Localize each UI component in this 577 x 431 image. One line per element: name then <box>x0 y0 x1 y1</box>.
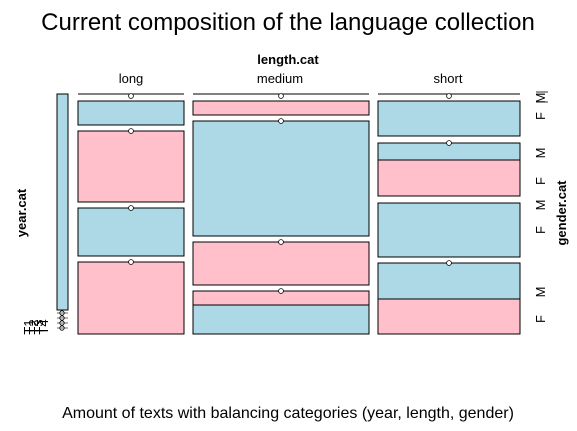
left-variable-label: year.cat <box>14 188 29 237</box>
cell-long-1 <box>77 130 185 203</box>
gender-label-2: M <box>533 148 548 159</box>
year-label-3: T4 <box>36 319 51 334</box>
cell-short-2 <box>377 159 521 197</box>
zero-marker-short-0 <box>446 93 452 99</box>
cell-short-0 <box>377 100 521 137</box>
zero-marker-medium-3 <box>278 288 284 294</box>
gender-label-4: M <box>533 200 548 211</box>
zero-marker-long-3 <box>128 259 134 265</box>
year-label-0: T1 <box>21 319 36 334</box>
zero-marker-long-2 <box>128 205 134 211</box>
gender-label-7: F <box>533 315 548 323</box>
chart-caption: Amount of texts with balancing categorie… <box>62 405 514 422</box>
cell-short-3 <box>377 202 521 258</box>
cell-short-5 <box>377 298 521 335</box>
cell-medium-1 <box>192 120 370 237</box>
chart-title: Current composition of the language coll… <box>41 9 535 36</box>
top-variable-label: length.cat <box>257 52 319 67</box>
cell-medium-2 <box>192 241 370 286</box>
zero-marker-long-1 <box>128 128 134 134</box>
zero-marker-medium-2 <box>278 239 284 245</box>
right-variable-label: gender.cat <box>554 180 569 246</box>
column-label-long: long <box>119 71 144 86</box>
column-label-short: short <box>434 71 463 86</box>
zero-marker-medium-0 <box>278 93 284 99</box>
gender-label-5: F <box>533 226 548 234</box>
year-strip <box>56 93 69 331</box>
cell-short-4 <box>377 262 521 300</box>
zero-marker-short-2 <box>446 260 452 266</box>
zero-marker-medium-1 <box>278 118 284 124</box>
gender-label-1: F <box>533 112 548 120</box>
year-strip-bar <box>56 93 69 311</box>
gender-label-0: M <box>533 93 548 104</box>
column-label-medium: medium <box>257 71 303 86</box>
zero-marker-long-0 <box>128 93 134 99</box>
cell-medium-4 <box>192 304 370 335</box>
cell-long-0 <box>77 100 185 126</box>
gender-label-3: F <box>533 177 548 185</box>
cell-long-3 <box>77 261 185 335</box>
mosaic-cells <box>77 93 521 335</box>
year-label-2: T3 <box>31 319 46 334</box>
year-label-1: T2 <box>26 319 41 334</box>
cell-long-2 <box>77 207 185 257</box>
gender-label-6: M <box>533 287 548 298</box>
zero-marker-short-1 <box>446 140 452 146</box>
cell-medium-0 <box>192 100 370 116</box>
